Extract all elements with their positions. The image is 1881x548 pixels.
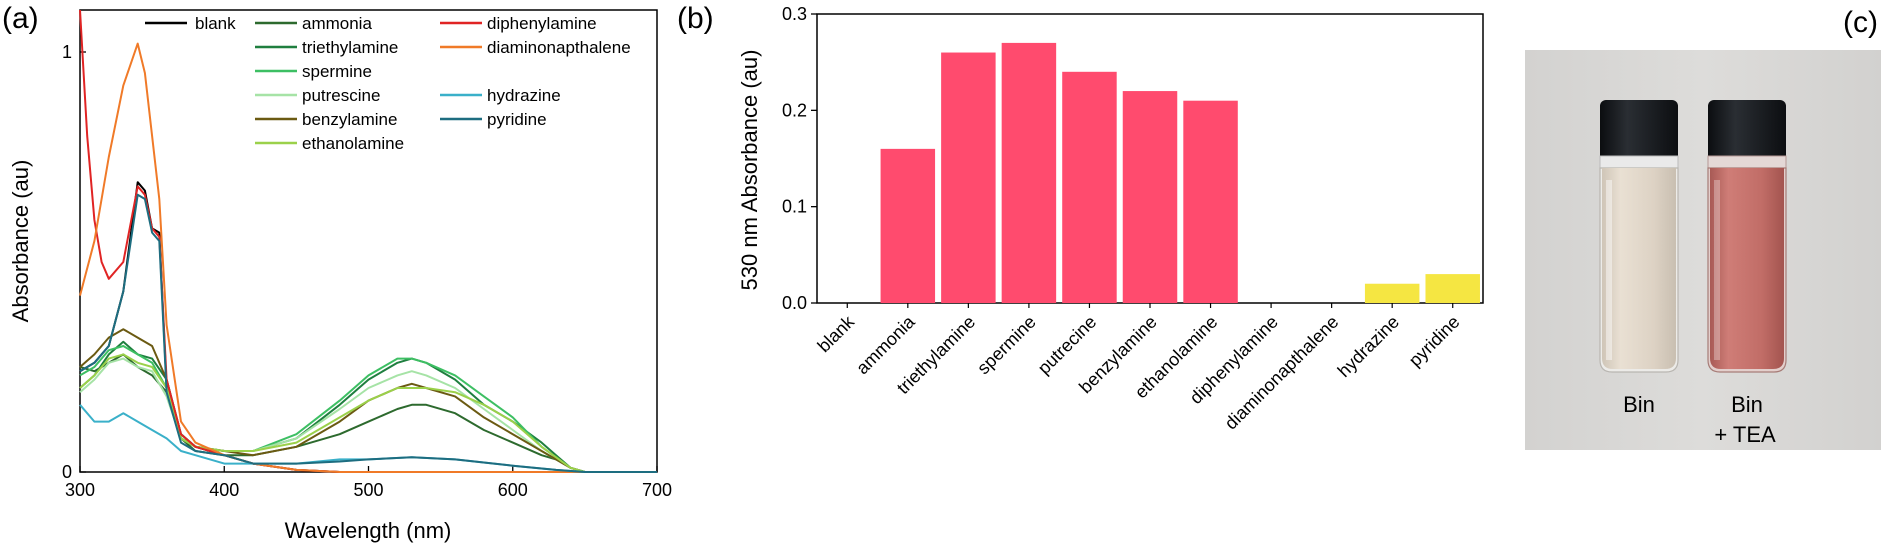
x-tick-label: 500: [353, 480, 383, 500]
panel-a-legend: blank ammonia triethylamine spermine putresc…: [145, 14, 631, 153]
x-tick-label-hydrazine: hydrazine: [1334, 312, 1403, 381]
vial-photo: Bin Bin + TEA: [1525, 50, 1881, 450]
legend-label-benzylamine: benzylamine: [302, 110, 397, 129]
x-tick-label-spermine: spermine: [973, 312, 1039, 378]
panel-b-x-ticks: blankammoniatriethylaminespermineputreci…: [814, 303, 1464, 433]
series-line-diaminonapthalene: [79, 42, 657, 473]
panel-b-bars: [880, 42, 1480, 304]
y-tick-label: 0: [62, 462, 72, 482]
vial-right-glare: [1714, 180, 1720, 360]
legend-label-spermine: spermine: [302, 62, 372, 81]
vial-left: [1599, 100, 1679, 373]
panel-b-y-axis-label: 530 nm Absorbance (au): [737, 50, 762, 291]
bar-spermine: [1001, 42, 1057, 304]
legend-label-diphenylamine: diphenylamine: [487, 14, 597, 33]
bar-benzylamine: [1122, 91, 1178, 303]
legend-label-ammonia: ammonia: [302, 14, 372, 33]
vial-right: [1707, 100, 1787, 373]
bar-putrecine: [1062, 71, 1117, 303]
x-tick-label-blank: blank: [814, 311, 859, 356]
vial-right-neck: [1707, 155, 1787, 169]
panel-a-line-chart: 300 400 500 600 700 01 blank ammoniatriethyla…: [8, 9, 672, 543]
vial-right-liquid: [1710, 168, 1784, 369]
series-line-hydrazine: [79, 404, 657, 473]
panel-a-y-axis-label: Absorbance (au): [8, 160, 33, 323]
y-tick-label: 0.0: [782, 293, 807, 313]
panel-a-label: (a): [2, 2, 39, 35]
vial-left-neck: [1599, 155, 1679, 169]
vial-left-glare: [1606, 180, 1612, 360]
legend-label-diaminonapthalene: diaminonapthalene: [487, 38, 631, 57]
bar-pyridine: [1425, 274, 1480, 303]
x-tick-label: 600: [498, 480, 528, 500]
bar-ethanolamine: [1183, 100, 1238, 303]
bar-hydrazine: [1364, 283, 1420, 303]
series-line-benzylamine: [79, 328, 657, 473]
x-tick-label: 300: [65, 480, 95, 500]
bar-triethylamine: [941, 52, 996, 304]
vial-left-liquid: [1602, 168, 1676, 369]
legend-label-triethylamine: triethylamine: [302, 38, 398, 57]
panel-a-y-ticks: 01: [62, 42, 86, 482]
bar-ammonia: [880, 148, 936, 303]
series-line-putrescine: [79, 357, 657, 473]
x-tick-label-diaminonapthalene: diaminonapthalene: [1221, 312, 1343, 434]
legend-label-pyridine: pyridine: [487, 110, 547, 129]
vial-right-cap: [1708, 100, 1786, 162]
panel-b-bar-chart: 0.0 0.1 0.2 0.3 blankammoniatriethylaminesp…: [737, 4, 1484, 433]
legend-label-hydrazine: hydrazine: [487, 86, 561, 105]
photo-background: [1525, 50, 1881, 450]
series-line-pyridine: [79, 193, 657, 473]
legend-label-putrescine: putrescine: [302, 86, 380, 105]
series-line-ethanolamine: [79, 353, 657, 473]
vial-left-cap: [1600, 100, 1678, 162]
y-tick-label: 0.2: [782, 100, 807, 120]
x-tick-label-pyridine: pyridine: [1405, 312, 1464, 371]
panel-a-x-axis-label: Wavelength (nm): [285, 518, 452, 543]
y-tick-label: 0.1: [782, 197, 807, 217]
panel-b-y-ticks: 0.0 0.1 0.2 0.3: [782, 4, 817, 313]
legend-label-blank: blank: [195, 14, 236, 33]
panel-b-label: (b): [677, 2, 714, 35]
x-tick-label: 400: [209, 480, 239, 500]
y-tick-label: 0.3: [782, 4, 807, 24]
series-line-spermine: [79, 345, 657, 473]
legend-label-ethanolamine: ethanolamine: [302, 134, 404, 153]
vial-right-caption-line2: + TEA: [1714, 422, 1776, 447]
panel-c-label: (c): [1843, 6, 1878, 39]
panel-a-x-ticks: 300 400 500 600 700: [65, 466, 672, 500]
x-tick-label: 700: [642, 480, 672, 500]
vial-right-caption: Bin: [1731, 392, 1763, 417]
vial-left-caption: Bin: [1623, 392, 1655, 417]
y-tick-label: 1: [62, 42, 72, 62]
panel-a-series-lines: [79, 9, 657, 473]
